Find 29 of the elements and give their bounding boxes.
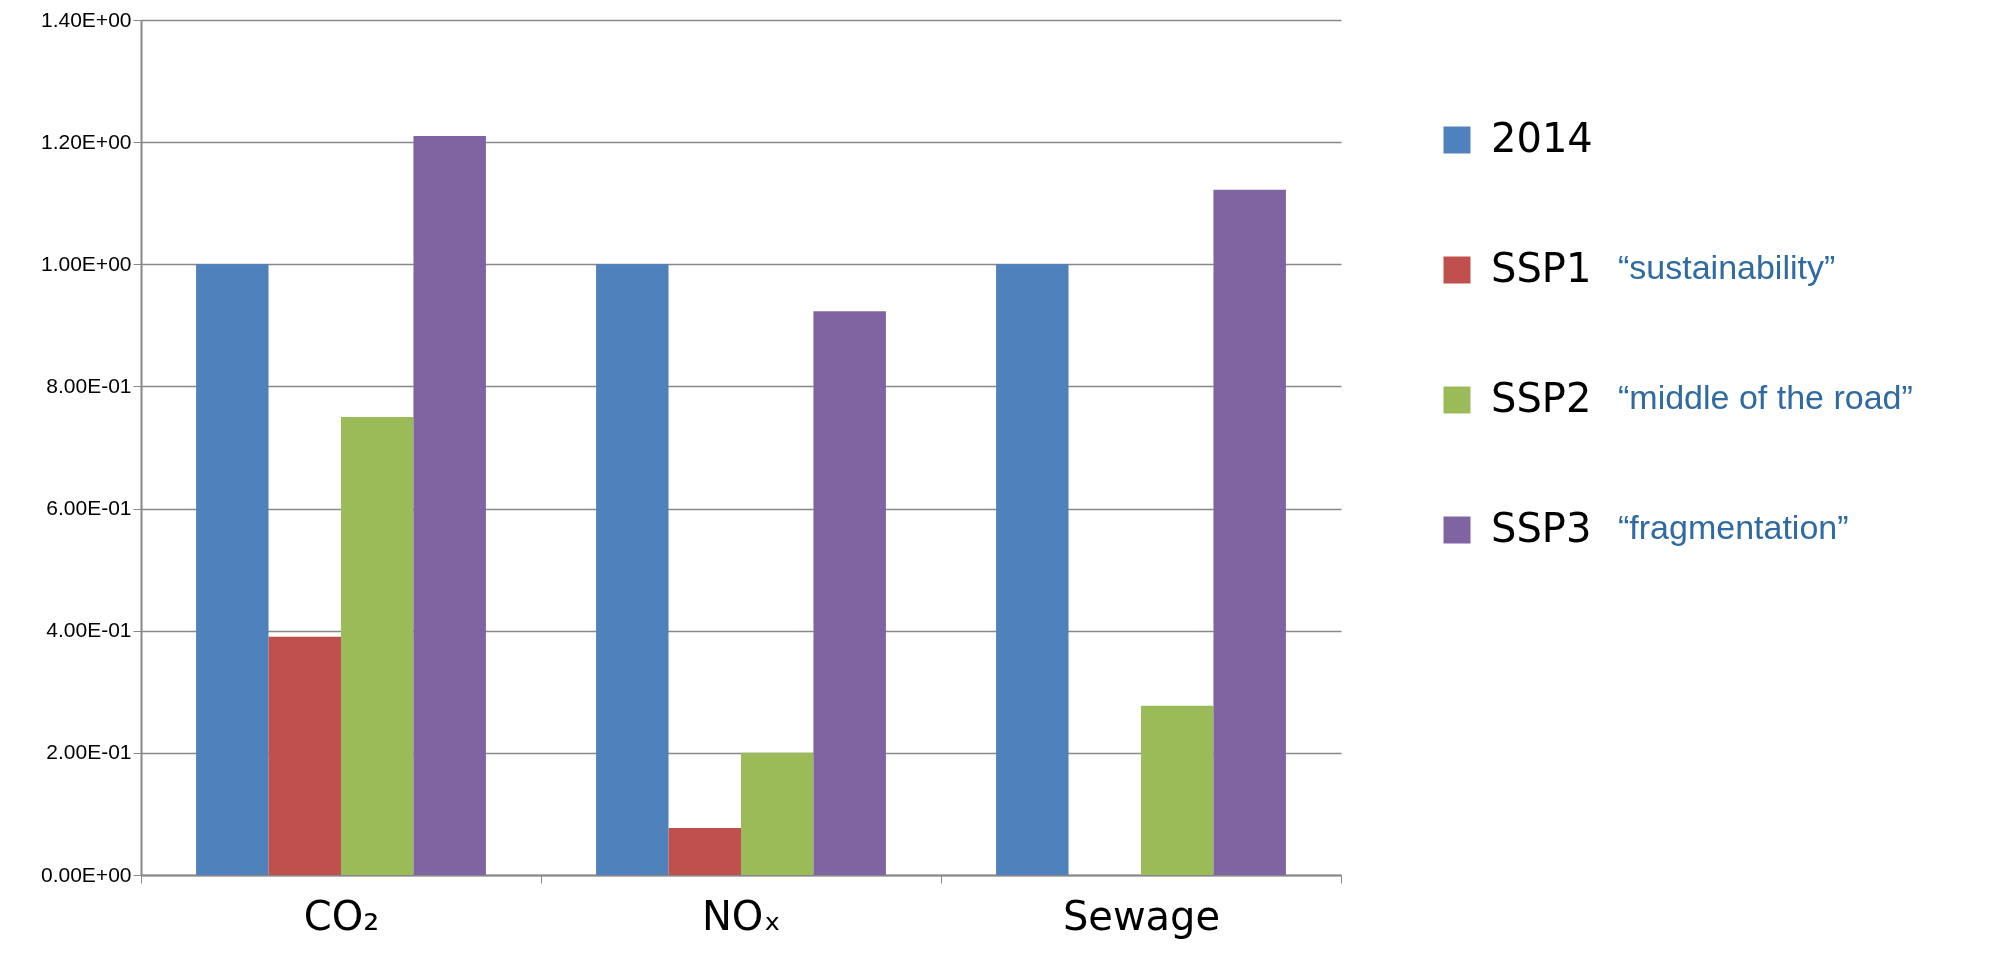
bar xyxy=(668,827,741,875)
bar xyxy=(341,416,414,875)
y-tick-label: 2.00E-01 xyxy=(46,740,132,764)
y-tick-label: 0.00E+00 xyxy=(40,862,132,886)
bar xyxy=(813,311,886,875)
y-tick-label: 6.00E-01 xyxy=(46,496,132,520)
legend-label: SSP3 xyxy=(1491,505,1592,551)
text: “middle of the road” xyxy=(1618,378,1913,416)
bar xyxy=(268,636,341,875)
bar xyxy=(996,264,1069,875)
y-tick-label: 4.00E-01 xyxy=(46,618,132,642)
y-tick-label: 1.20E+00 xyxy=(40,129,132,153)
legend-label: SSP1 xyxy=(1491,245,1592,291)
text: “sustainability” xyxy=(1618,248,1836,286)
bar xyxy=(1141,705,1214,875)
bar xyxy=(596,264,669,875)
y-tick-label: 1.00E+00 xyxy=(40,251,132,275)
legend-label: 2014 xyxy=(1491,115,1593,161)
y-tick-label: 1.40E+00 xyxy=(40,7,132,31)
x-tick-label: CO₂ xyxy=(303,892,380,939)
bar xyxy=(413,136,486,875)
x-tick-label: NOₓ xyxy=(701,892,782,939)
bar xyxy=(196,264,269,875)
bar xyxy=(741,752,814,875)
legend-label: SSP2 xyxy=(1491,375,1592,421)
text: “fragmentation” xyxy=(1618,508,1849,546)
y-tick-label: 8.00E-01 xyxy=(46,373,132,397)
bar xyxy=(1213,189,1286,875)
x-tick-label: Sewage xyxy=(1062,892,1221,939)
